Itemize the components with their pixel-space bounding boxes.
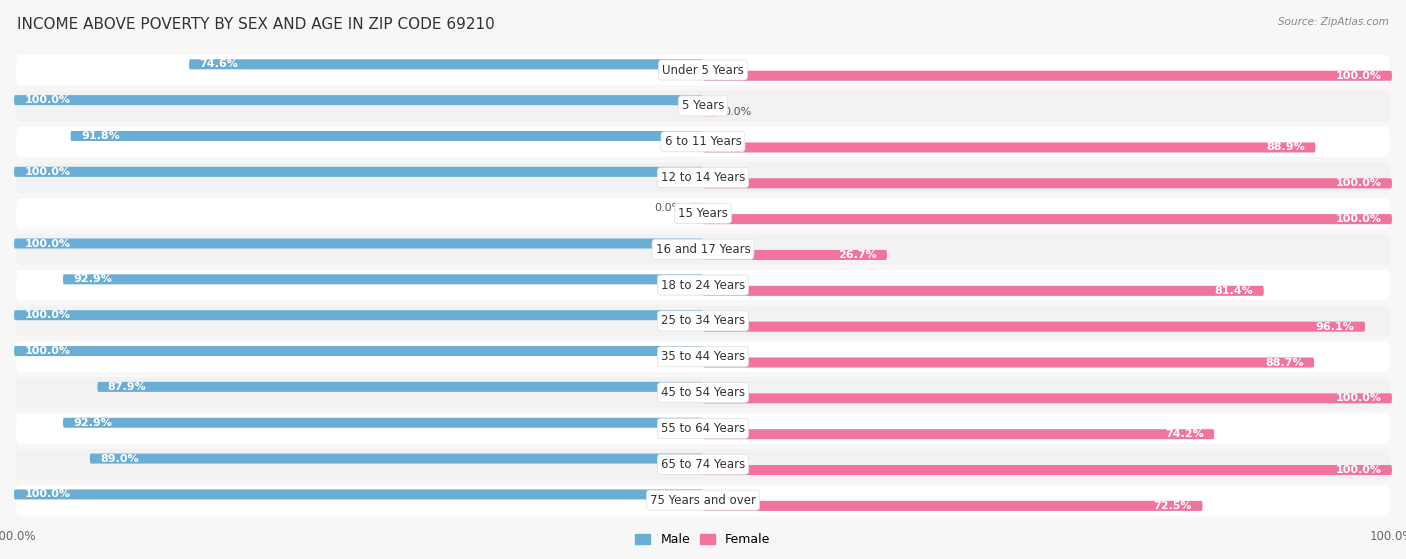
FancyBboxPatch shape [14,310,703,320]
Text: Under 5 Years: Under 5 Years [662,64,744,77]
Text: 100.0%: 100.0% [24,167,70,177]
Text: 72.5%: 72.5% [1154,501,1192,511]
FancyBboxPatch shape [15,306,1391,336]
Text: 26.7%: 26.7% [838,250,876,260]
Legend: Male, Female: Male, Female [636,533,770,547]
Text: 45 to 54 Years: 45 to 54 Years [661,386,745,399]
Text: 81.4%: 81.4% [1215,286,1254,296]
FancyBboxPatch shape [14,167,703,177]
FancyBboxPatch shape [703,107,717,117]
Text: 100.0%: 100.0% [24,95,70,105]
FancyBboxPatch shape [703,429,1215,439]
Text: 88.9%: 88.9% [1267,143,1305,153]
FancyBboxPatch shape [63,418,703,428]
FancyBboxPatch shape [15,342,1391,372]
Text: 0.0%: 0.0% [724,107,752,117]
FancyBboxPatch shape [689,203,703,212]
FancyBboxPatch shape [15,449,1391,480]
FancyBboxPatch shape [703,501,1202,511]
Text: 35 to 44 Years: 35 to 44 Years [661,350,745,363]
FancyBboxPatch shape [703,394,1392,404]
Text: 15 Years: 15 Years [678,207,728,220]
FancyBboxPatch shape [15,270,1391,300]
Text: 100.0%: 100.0% [24,490,70,499]
FancyBboxPatch shape [14,239,703,249]
Text: 0.0%: 0.0% [654,203,682,212]
FancyBboxPatch shape [15,485,1391,515]
Text: 65 to 74 Years: 65 to 74 Years [661,458,745,471]
FancyBboxPatch shape [703,214,1392,224]
FancyBboxPatch shape [15,162,1391,193]
Text: 92.9%: 92.9% [73,274,112,285]
FancyBboxPatch shape [63,274,703,285]
Text: 12 to 14 Years: 12 to 14 Years [661,171,745,184]
FancyBboxPatch shape [15,413,1391,444]
Text: 88.7%: 88.7% [1265,358,1303,367]
Text: 100.0%: 100.0% [24,346,70,356]
Text: INCOME ABOVE POVERTY BY SEX AND AGE IN ZIP CODE 69210: INCOME ABOVE POVERTY BY SEX AND AGE IN Z… [17,17,495,32]
FancyBboxPatch shape [15,91,1391,121]
Text: 6 to 11 Years: 6 to 11 Years [665,135,741,148]
FancyBboxPatch shape [70,131,703,141]
FancyBboxPatch shape [188,59,703,69]
FancyBboxPatch shape [703,358,1315,367]
Text: 100.0%: 100.0% [1336,178,1382,188]
FancyBboxPatch shape [703,321,1365,331]
Text: 89.0%: 89.0% [100,453,139,463]
FancyBboxPatch shape [14,489,703,499]
Text: Source: ZipAtlas.com: Source: ZipAtlas.com [1278,17,1389,27]
FancyBboxPatch shape [703,250,887,260]
FancyBboxPatch shape [703,71,1392,81]
Text: 100.0%: 100.0% [1336,71,1382,80]
FancyBboxPatch shape [90,453,703,463]
FancyBboxPatch shape [703,465,1392,475]
FancyBboxPatch shape [703,286,1264,296]
Text: 25 to 34 Years: 25 to 34 Years [661,314,745,328]
Text: 100.0%: 100.0% [1336,465,1382,475]
Text: 100.0%: 100.0% [24,310,70,320]
Text: 74.6%: 74.6% [200,59,238,69]
Text: 87.9%: 87.9% [108,382,146,392]
Text: 91.8%: 91.8% [82,131,120,141]
Text: 75 Years and over: 75 Years and over [650,494,756,506]
Text: 18 to 24 Years: 18 to 24 Years [661,278,745,292]
FancyBboxPatch shape [703,143,1316,153]
FancyBboxPatch shape [14,95,703,105]
FancyBboxPatch shape [703,178,1392,188]
FancyBboxPatch shape [15,126,1391,157]
Text: 100.0%: 100.0% [1336,214,1382,224]
FancyBboxPatch shape [15,234,1391,264]
Text: 55 to 64 Years: 55 to 64 Years [661,422,745,435]
Text: 16 and 17 Years: 16 and 17 Years [655,243,751,256]
Text: 92.9%: 92.9% [73,418,112,428]
Text: 96.1%: 96.1% [1316,321,1355,331]
Text: 5 Years: 5 Years [682,100,724,112]
Text: 74.2%: 74.2% [1166,429,1204,439]
Text: 100.0%: 100.0% [24,239,70,249]
FancyBboxPatch shape [15,55,1391,86]
FancyBboxPatch shape [14,346,703,356]
FancyBboxPatch shape [15,198,1391,229]
FancyBboxPatch shape [15,377,1391,408]
FancyBboxPatch shape [97,382,703,392]
Text: 100.0%: 100.0% [1336,394,1382,404]
